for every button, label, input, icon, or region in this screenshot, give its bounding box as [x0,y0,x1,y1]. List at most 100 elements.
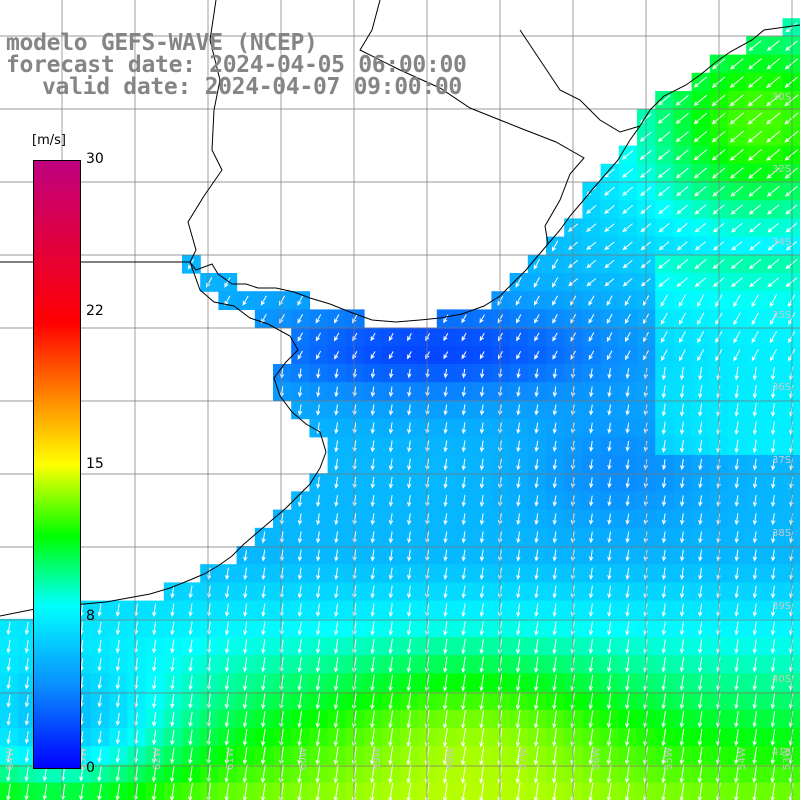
wind-arrow [461,404,467,416]
wind-arrow [752,384,758,399]
wind-arrow [676,259,689,270]
wind-arrow [604,259,615,269]
wind-arrow [261,531,266,544]
wind-arrow [24,748,30,763]
wind-arrow [588,674,594,692]
wind-arrow [734,476,740,489]
wind-arrow [6,712,11,726]
wind-arrow [370,513,375,526]
wind-arrow [479,476,485,489]
wind-arrow [315,350,322,360]
wind-arrow [679,639,685,654]
longitude-label: 62W [152,747,163,770]
wind-speed-field [0,18,800,800]
coastline [0,0,800,617]
wind-arrow [461,782,466,800]
wind-arrow [552,656,557,673]
wind-arrow [771,513,776,526]
wind-arrow [729,112,745,125]
wind-arrow [261,746,266,765]
wind-arrow [752,764,758,784]
wind-arrow [224,711,230,728]
latitude-label: 34S [772,237,791,248]
wind-arrow [443,674,448,692]
wind-arrow [297,531,303,544]
wind-arrow [261,585,266,599]
wind-arrow [679,421,685,435]
wind-arrow [479,422,485,435]
wind-arrow [534,386,539,398]
wind-arrow [658,277,670,288]
wind-arrow [115,639,121,654]
wind-arrow [388,603,394,618]
wind-arrow [352,332,358,342]
wind-arrow [534,567,539,581]
wind-arrow [748,58,762,70]
wind-arrow [533,728,539,748]
wind-arrow [461,692,466,711]
wind-arrow [552,549,557,562]
wind-arrow [225,567,230,581]
wind-arrow [622,186,634,196]
wind-arrow [370,710,375,729]
wind-arrow [407,332,412,342]
wind-arrow [479,513,485,526]
wind-arrow [589,422,594,434]
wind-arrow [334,567,339,581]
longitude-label: 54W [737,747,748,770]
wind-arrow [552,422,558,434]
wind-arrow [752,585,758,599]
wind-arrow [461,476,466,489]
wind-arrow [698,621,703,636]
wind-arrow [243,621,248,636]
wind-arrow [693,167,707,179]
wind-arrow [443,476,448,489]
wind-arrow [622,168,634,178]
wind-arrow [461,531,466,544]
wind-arrow [407,386,412,398]
wind-arrow [497,728,503,748]
wind-arrow [224,585,230,599]
wind-arrow [334,639,339,655]
wind-arrow [752,657,757,673]
wind-arrow [607,531,612,544]
wind-arrow [534,477,539,489]
wind-arrow [661,585,667,599]
wind-arrow [497,764,503,784]
wind-arrow [170,675,175,691]
wind-arrow [552,710,557,729]
wind-arrow [661,746,667,765]
wind-arrow [588,350,595,361]
forecast-date: forecast date: 2024-04-05 06:00:00 [6,52,467,78]
wind-arrow [242,747,248,765]
wind-arrow [661,621,667,636]
wind-arrow [607,585,612,599]
wind-arrow [152,694,157,709]
wind-arrow [515,782,521,800]
wind-arrow [297,549,303,562]
wind-arrow [334,585,339,599]
wind-arrow [734,385,739,399]
wind-arrow [334,440,339,453]
wind-arrow [770,621,776,636]
wind-arrow [443,351,449,360]
wind-arrow [370,603,375,618]
wind-arrow [297,728,302,747]
wind-arrow [242,711,248,728]
wind-arrow [24,639,30,654]
wind-arrow [748,167,762,179]
wind-arrow [752,495,758,508]
wind-arrow [206,277,213,288]
wind-arrow [516,440,521,453]
wind-arrow [188,729,193,746]
border-line [359,0,585,245]
wind-arrow [769,330,778,344]
wind-arrow [315,764,321,784]
wind-arrow [24,676,30,690]
wind-arrow [297,764,303,784]
wind-arrow [589,495,594,507]
wind-arrow [752,439,758,454]
wind-arrow [334,422,339,435]
model-title: modelo GEFS-WAVE (NCEP) [6,30,318,56]
wind-arrow [515,277,522,288]
